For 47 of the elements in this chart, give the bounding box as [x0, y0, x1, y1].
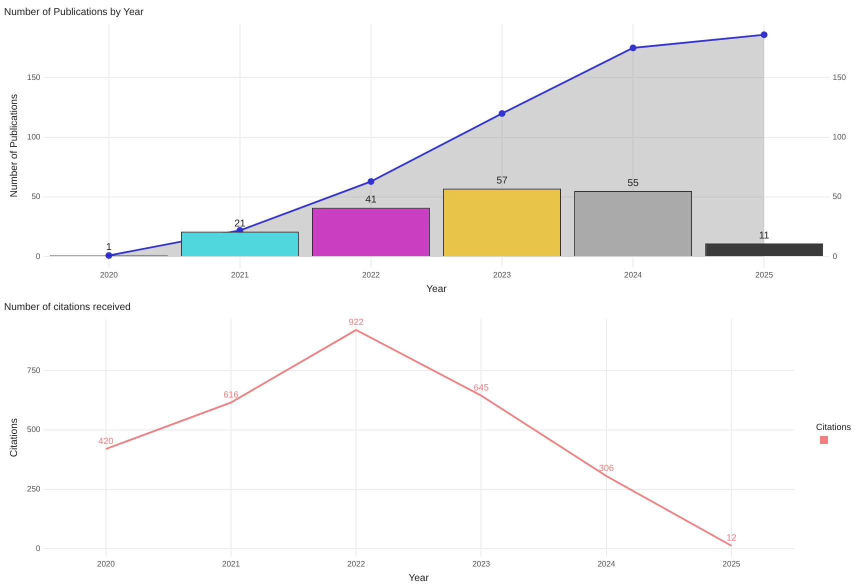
y-tick-label: 50	[31, 192, 41, 202]
point	[630, 44, 636, 52]
data-label: 616	[223, 389, 239, 400]
legend-title: Citations	[816, 422, 851, 432]
x-tick-label: 2020	[100, 270, 118, 280]
point	[368, 178, 374, 185]
y-axis-title: Citations	[8, 418, 20, 458]
x-tick-label: 2023	[472, 559, 491, 568]
x-tick-label: 2021	[231, 270, 250, 280]
x-axis-title: Year	[408, 572, 430, 584]
y-tick-label: 750	[26, 366, 41, 375]
data-label: 1	[106, 242, 112, 254]
y2-tick-label: 150	[832, 72, 847, 82]
y-tick-label: 150	[26, 72, 41, 82]
y-tick-label: 500	[26, 425, 41, 434]
data-label: 420	[98, 436, 114, 446]
data-label: 922	[348, 316, 364, 327]
data-label: 645	[474, 382, 489, 393]
data-label: 57	[496, 175, 508, 186]
x-tick-label: 2023	[493, 270, 512, 280]
data-label: 41	[365, 194, 377, 206]
y-axis-title: Number of Publications	[8, 94, 20, 198]
x-axis-title: Year	[426, 284, 448, 295]
y-tick-label: 0	[36, 252, 41, 261]
point	[498, 110, 506, 117]
y-tick-label: 100	[26, 132, 41, 142]
x-tick-label: 2022	[362, 270, 380, 280]
y2-tick-label: 100	[832, 132, 847, 142]
data-label: 11	[758, 230, 770, 242]
data-label: 21	[234, 218, 246, 230]
y2-tick-label: 50	[832, 192, 842, 202]
x-tick-label: 2025	[755, 270, 774, 280]
x-tick-label: 2021	[222, 559, 240, 568]
y-tick-label: 0	[36, 544, 41, 553]
chart-title: Number of citations received	[4, 302, 131, 313]
y2-tick-label: 0	[832, 252, 838, 261]
x-tick-label: 2022	[347, 559, 366, 568]
x-tick-label: 2024	[624, 270, 643, 280]
x-tick-label: 2025	[722, 559, 741, 568]
data-label: 306	[598, 462, 614, 473]
x-tick-label: 2020	[97, 559, 116, 568]
x-tick-label: 2024	[597, 559, 616, 568]
y-tick-label: 250	[26, 484, 41, 494]
data-label: 12	[726, 532, 736, 543]
chart-title: Number of Publications by Year	[4, 6, 144, 18]
point	[760, 31, 768, 38]
data-label: 55	[628, 178, 640, 189]
